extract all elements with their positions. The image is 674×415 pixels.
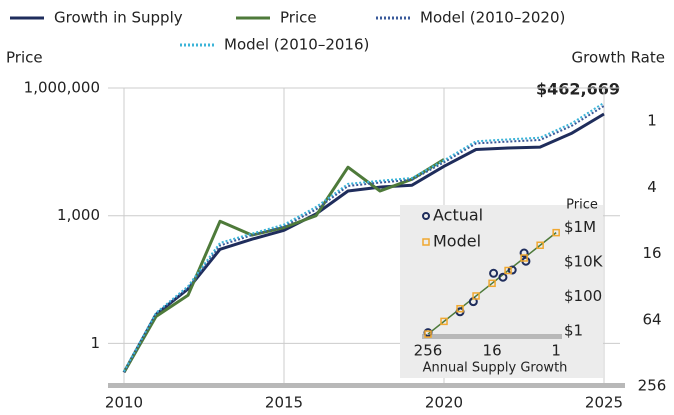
actual-point	[489, 268, 499, 278]
y2-tick-label: 16	[642, 244, 661, 262]
left-axis-label: Price	[6, 49, 43, 67]
x-tick-label: 2015	[265, 394, 303, 412]
inset-axis-bar	[422, 334, 562, 339]
inset-y-tick-label: $1	[564, 321, 583, 339]
y2-tick-label: 256	[638, 377, 667, 395]
model-point	[552, 228, 560, 237]
model-point	[488, 279, 496, 288]
right-axis-label: Growth Rate	[572, 49, 665, 67]
y2-tick-label: 64	[642, 310, 661, 328]
fit-line	[427, 232, 557, 335]
inset-y-label: Price	[566, 198, 598, 213]
model-point	[472, 292, 480, 300]
legend-label: Model (2010–2016)	[224, 36, 369, 54]
series-line	[123, 105, 605, 373]
model-point	[504, 266, 512, 275]
legend-label: Price	[280, 9, 317, 27]
y-tick-label: 1,000,000	[24, 79, 100, 97]
inset-y-tick-label: $10K	[564, 252, 604, 270]
x-tick-label: 2025	[585, 394, 623, 412]
legend-label: Growth in Supply	[54, 9, 183, 27]
inset-x-tick-label: 256	[414, 342, 443, 360]
y-tick-label: 1,000	[57, 206, 100, 224]
legend-marker	[422, 238, 430, 246]
inset-y-tick-label: $1M	[564, 218, 596, 236]
inset-x-tick-label: 16	[483, 342, 502, 360]
model-point	[536, 241, 544, 249]
inset-y-tick-label: $100	[564, 287, 602, 305]
actual-point	[507, 265, 517, 275]
actual-point	[498, 272, 508, 282]
series-line	[122, 112, 605, 374]
inset-legend-label: Actual	[433, 206, 483, 225]
y2-tick-label: 1	[647, 112, 657, 130]
inset-x-label: Annual Supply Growth	[423, 361, 568, 376]
model-point	[520, 254, 528, 262]
legend-label: Model (2010–2020)	[420, 9, 565, 27]
series-line	[122, 158, 445, 374]
annotation: $462,669	[536, 80, 620, 99]
y2-tick-label: 4	[647, 178, 657, 196]
model-point	[456, 304, 464, 313]
inset-x-tick-label: 1	[551, 342, 561, 360]
model-point	[440, 317, 448, 326]
x-axis-bar	[108, 383, 625, 388]
legend-marker	[422, 212, 430, 220]
x-tick-label: 2020	[425, 394, 463, 412]
series-line	[123, 101, 605, 372]
inset-background	[400, 205, 603, 378]
actual-point	[519, 248, 529, 258]
inset-legend-label: Model	[433, 232, 481, 251]
y-tick-label: 1	[90, 334, 100, 352]
model-point	[424, 330, 432, 338]
x-tick-label: 2010	[105, 394, 143, 412]
